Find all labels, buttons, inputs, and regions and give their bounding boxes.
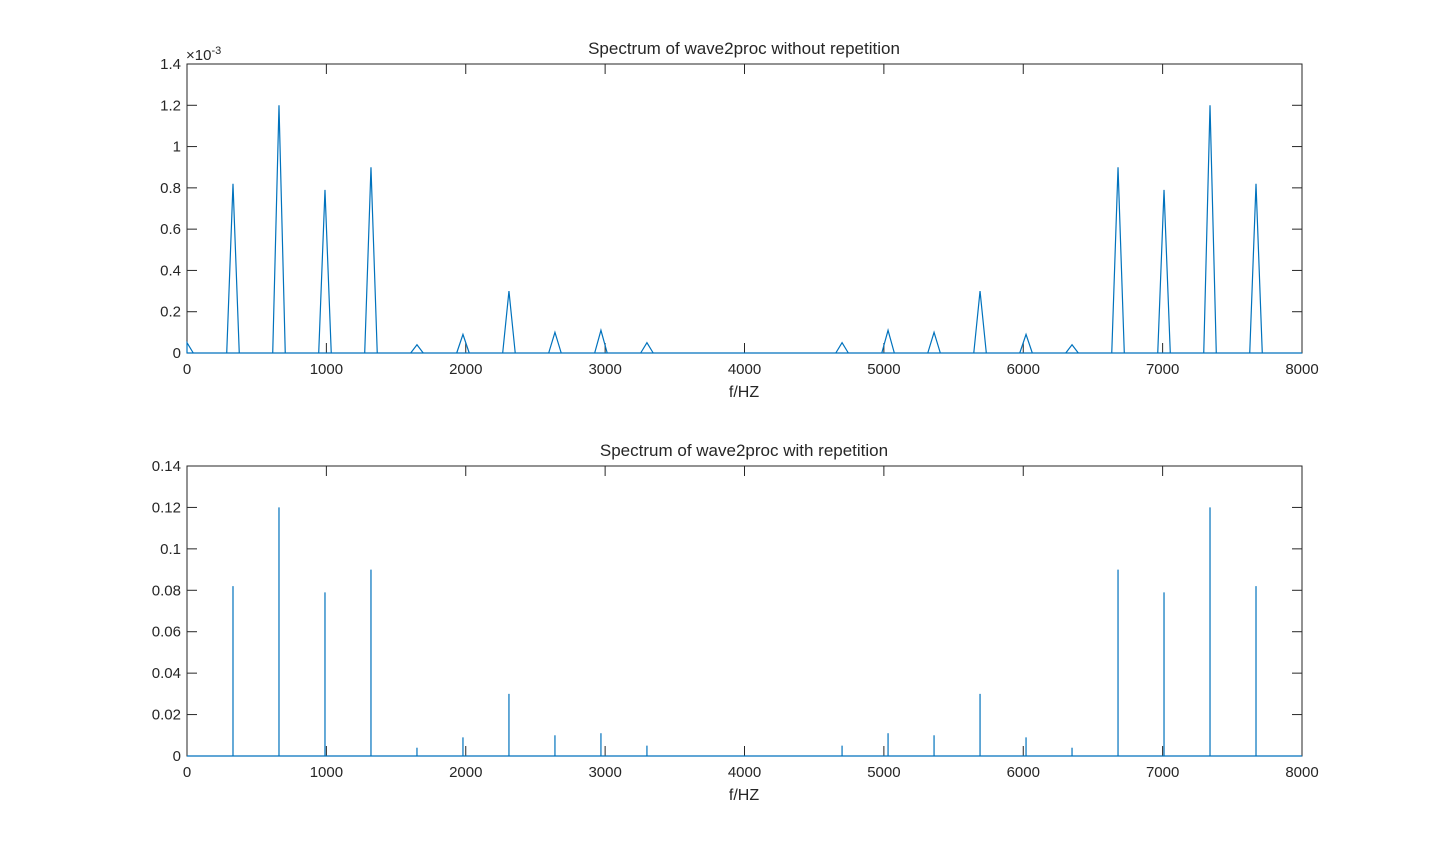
x-tick-label: 2000 (449, 361, 482, 378)
spectrum-peak (456, 332, 470, 354)
spectrum-peak (272, 105, 286, 354)
plot-area-top (186, 63, 1303, 354)
chart-title-bottom: Spectrum of wave2proc with repetition (600, 441, 888, 460)
spectrum-peak (502, 291, 516, 354)
x-ticks-top: 0 1000 2000 3000 4000 5000 6000 7000 8000 (183, 64, 1319, 378)
y-tick-label: 1.4 (160, 56, 181, 73)
spectrum-peak (186, 340, 194, 354)
y-tick-label: 0.02 (152, 707, 181, 724)
y-tick-label: 0.1 (160, 541, 181, 558)
spectrum-peak (835, 341, 849, 354)
spectrum-series-top (186, 105, 1302, 354)
spectrum-peak (1111, 167, 1125, 354)
x-tick-label: 6000 (1007, 764, 1040, 781)
x-tick-label: 3000 (588, 361, 621, 378)
spectrum-peak (640, 341, 654, 354)
y-tick-label: 0.12 (152, 499, 181, 516)
x-tick-label: 2000 (449, 764, 482, 781)
y-tick-label: 0.6 (160, 221, 181, 238)
x-tick-label: 7000 (1146, 764, 1179, 781)
subplot-top: Spectrum of wave2proc without repetition… (160, 39, 1319, 401)
y-tick-label: 0.8 (160, 180, 181, 197)
y-ticks-top: 0 0.2 0.4 0.6 0.8 1 1.2 1.4 (160, 56, 1302, 362)
y-tick-label: 0.04 (152, 665, 181, 682)
plot-area-bottom (186, 465, 1303, 757)
spectrum-peak (973, 291, 987, 354)
x-axis-label-bottom: f/HZ (729, 787, 759, 804)
x-tick-label: 8000 (1285, 361, 1318, 378)
spectrum-peak (1203, 105, 1217, 354)
y-tick-label: 1.2 (160, 97, 181, 114)
x-tick-label: 4000 (728, 361, 761, 378)
spectrum-peak (1065, 343, 1079, 354)
spectrum-peak (364, 167, 378, 354)
x-tick-label: 6000 (1007, 361, 1040, 378)
y-tick-label: 1 (173, 139, 181, 156)
spectrum-peak (1157, 189, 1171, 354)
x-tick-label: 1000 (310, 361, 343, 378)
spectrum-peak (1019, 332, 1033, 354)
spectrum-series-bottom (187, 507, 1302, 757)
x-axis-label-top: f/HZ (729, 384, 759, 401)
spectrum-peak (410, 343, 424, 354)
x-tick-label: 3000 (588, 764, 621, 781)
y-tick-label: 0 (173, 748, 181, 765)
spectrum-peak (594, 328, 608, 354)
spectrum-peak (927, 330, 941, 354)
x-tick-label: 0 (183, 361, 191, 378)
spectrum-peak (1249, 183, 1263, 354)
spectrum-peak (226, 183, 240, 354)
y-ticks-bottom: 0 0.02 0.04 0.06 0.08 0.1 0.12 0.14 (152, 458, 1302, 765)
y-tick-label: 0 (173, 345, 181, 362)
y-tick-label: 0.4 (160, 262, 181, 279)
y-exponent-label-top: ×10-3 (186, 45, 221, 64)
chart-title-top: Spectrum of wave2proc without repetition (588, 39, 900, 58)
subplot-bottom: Spectrum of wave2proc with repetition 0 1… (152, 441, 1319, 804)
y-tick-label: 0.08 (152, 582, 181, 599)
spectrum-peak (548, 330, 562, 354)
x-tick-label: 0 (183, 764, 191, 781)
spectrum-peak (881, 328, 895, 354)
x-ticks-bottom: 0 1000 2000 3000 4000 5000 6000 7000 8000 (183, 466, 1319, 781)
spectrum-peak (318, 189, 332, 354)
y-tick-label: 0.14 (152, 458, 181, 475)
x-tick-label: 1000 (310, 764, 343, 781)
x-tick-label: 4000 (728, 764, 761, 781)
x-tick-label: 8000 (1285, 764, 1318, 781)
y-tick-label: 0.2 (160, 304, 181, 321)
x-tick-label: 7000 (1146, 361, 1179, 378)
y-tick-label: 0.06 (152, 624, 181, 641)
x-tick-label: 5000 (867, 764, 900, 781)
x-tick-label: 5000 (867, 361, 900, 378)
